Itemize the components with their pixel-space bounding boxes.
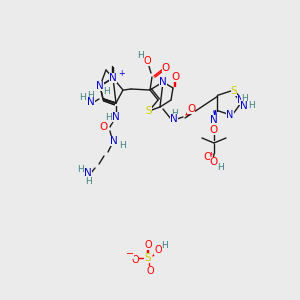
Text: N: N [226,110,234,120]
Text: N: N [96,81,104,91]
Text: H: H [103,86,110,95]
Text: S: S [145,253,151,263]
Text: O: O [144,240,152,250]
Text: O: O [162,63,170,73]
Text: −: − [126,249,134,259]
Text: H: H [88,92,94,100]
Text: N: N [237,95,245,105]
Text: O: O [210,125,218,135]
Text: N: N [87,97,95,107]
Text: N: N [110,136,118,146]
Text: H: H [85,176,92,185]
Text: S: S [231,85,237,96]
Text: O: O [210,157,218,167]
Text: S: S [146,106,152,116]
Text: N: N [159,77,167,87]
Text: O: O [99,122,107,132]
Text: O: O [203,152,211,162]
Text: N: N [109,73,117,83]
Text: +: + [118,68,124,77]
Text: O: O [154,245,162,255]
Text: H: H [241,94,248,103]
Text: O: O [172,72,180,82]
Text: N: N [84,168,92,178]
Text: O: O [143,56,151,66]
Text: N: N [112,112,120,122]
Text: N: N [109,73,117,83]
Text: H: H [218,163,224,172]
Text: H: H [118,140,125,149]
Text: O: O [146,266,154,276]
Text: H: H [136,52,143,61]
Text: H: H [76,164,83,173]
Text: N: N [96,81,104,91]
Text: O: O [131,255,139,265]
Text: +: + [118,68,124,77]
Text: N: N [240,100,248,111]
Text: H: H [103,86,110,95]
Text: H: H [162,242,168,250]
Text: N: N [210,115,218,125]
Text: H: H [106,113,112,122]
Text: H: H [80,94,86,103]
Text: H: H [171,109,177,118]
Text: N: N [170,114,178,124]
Text: O: O [187,104,195,114]
Text: H: H [248,101,254,110]
